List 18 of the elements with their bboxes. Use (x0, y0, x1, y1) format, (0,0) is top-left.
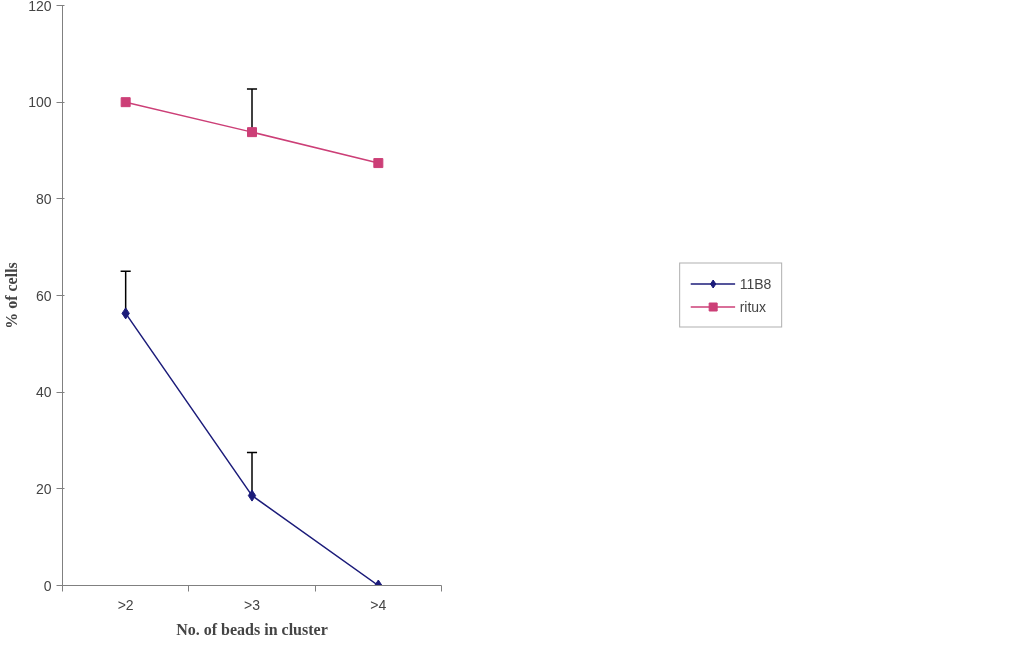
point (247, 127, 257, 138)
y-tick-label: 40 (35, 384, 52, 401)
x-tick-label: >2 (117, 596, 134, 613)
point (373, 158, 384, 169)
y-tick-label: 0 (43, 577, 52, 594)
point (247, 489, 257, 502)
legend-label: ritux (739, 298, 767, 315)
y-tick-label: 120 (28, 0, 52, 14)
x-tick-label: >4 (370, 596, 387, 613)
point (120, 97, 131, 108)
legend-label: 11B8 (739, 275, 772, 292)
y-tick-label: 100 (28, 94, 52, 111)
y-axis-title: % of cells (3, 262, 21, 329)
x-tick-label: >3 (244, 596, 261, 613)
x-axis-title: No. of beads in cluster (176, 620, 328, 638)
y-tick-label: 80 (35, 190, 52, 207)
y-tick-label: 20 (35, 480, 52, 497)
y-tick-label: 60 (35, 287, 52, 304)
